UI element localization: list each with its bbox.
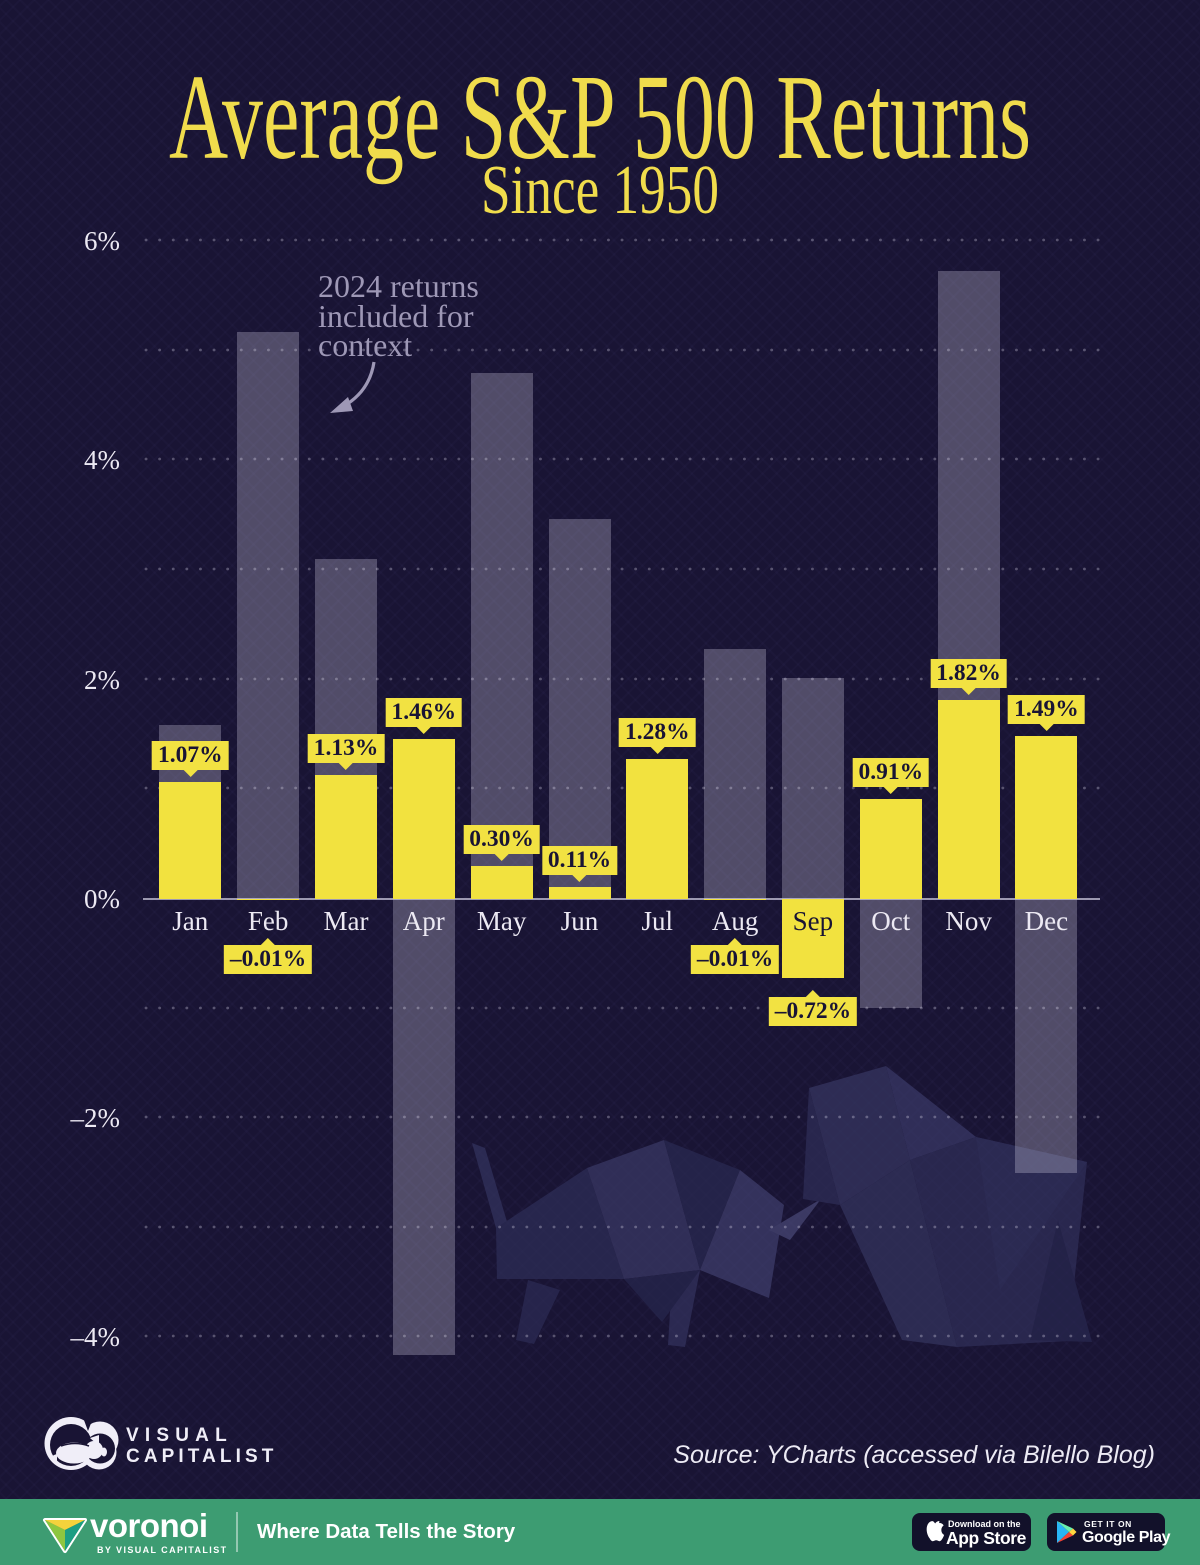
- svg-text:Average S&P 500 Returns: Average S&P 500 Returns: [169, 50, 1031, 185]
- svg-text:CAPITALIST: CAPITALIST: [126, 1446, 277, 1467]
- svg-text:Since 1950: Since 1950: [481, 152, 719, 229]
- svg-text:VISUAL: VISUAL: [126, 1425, 233, 1446]
